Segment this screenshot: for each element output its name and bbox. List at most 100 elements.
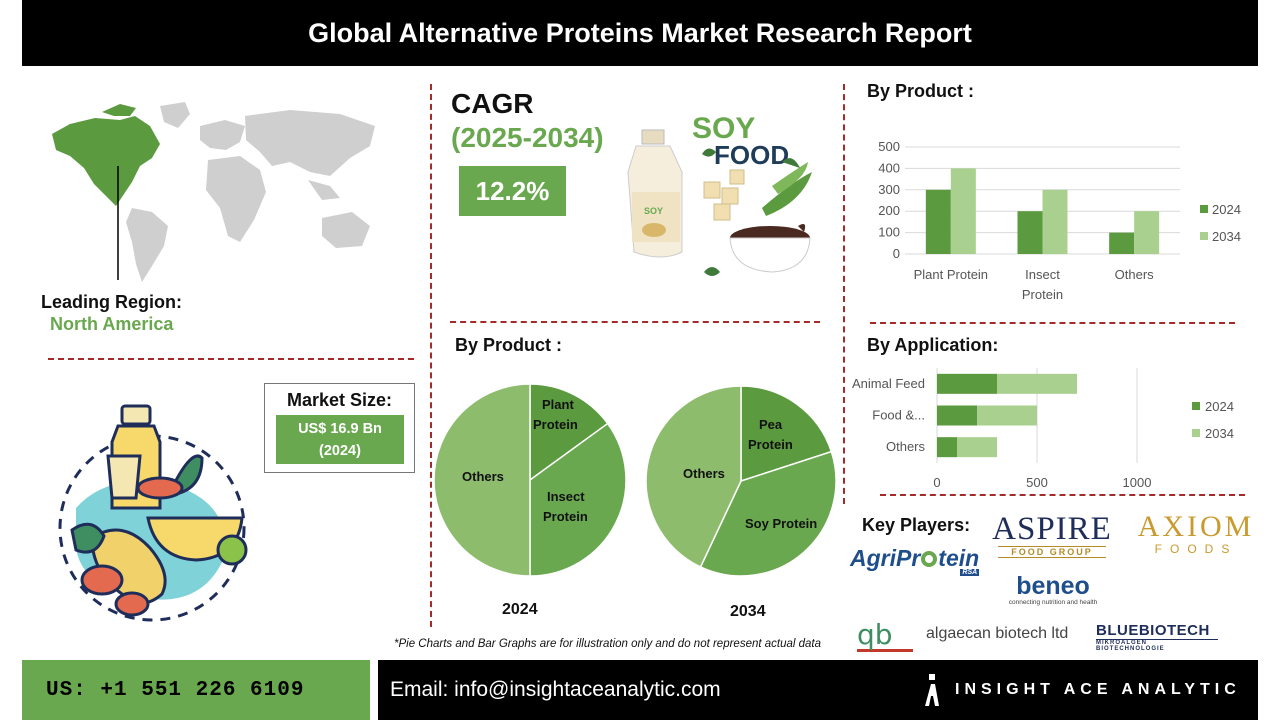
product-bar-category-label: Plant Protein [914,267,988,282]
agriprotein-logo: AgriPr tein RSA [850,545,980,576]
market-size-label: Market Size: [286,390,393,410]
brand-logo-icon [925,674,939,706]
pie-2024-label-insect-line1: Insect [547,489,585,504]
footer-brand: INSIGHT ACE ANALYTIC [899,660,1258,720]
product-bar-ytick: 0 [893,246,900,261]
pie-2024-slice-insect-protein [529,422,627,577]
pie-2024-label-insect-line2: Protein [543,509,588,524]
divider-cagr [450,321,820,323]
product-bar-2024-plant-protein [925,189,951,254]
soy-food-icon: SOY FOOD SOY [627,112,812,276]
footer-phone[interactable]: US: +1 551 226 6109 [22,660,370,720]
product-bar-ytick: 500 [878,139,900,154]
pie-2034-slice-pea-protein [740,385,833,483]
product-bar-ytick: 200 [878,203,900,218]
application-bar-2024-food- [937,405,977,426]
bottle-label: SOY [644,206,663,216]
application-bar-xtick: 0 [933,475,940,490]
pie-2034-slice-others [645,385,742,568]
application-bar-category-label: Animal Feed [852,376,925,391]
product-bar-2024-insect-protein [1017,211,1043,254]
divider-application [880,494,1245,496]
brand-name: INSIGHT ACE ANALYTIC [955,681,1241,698]
application-bar-2034-others [957,437,997,458]
product-bar-2034-insect-protein [1042,189,1068,254]
bar-title: By Product : [867,81,975,101]
application-bar-category-label: Others [886,439,926,454]
axiom-logo-sub: FOODS [1154,542,1238,556]
pie-chart-2024: Plant Protein Insect Protein Others [433,383,627,577]
product-bar-2024-others [1109,232,1135,254]
divider-region [48,358,414,360]
application-bar-xtick: 1000 [1123,475,1152,490]
market-size-card: Market Size: US$ 16.9 Bn (2024) [264,383,415,473]
divider-left [430,84,432,627]
application-legend-label-2024: 2024 [1205,399,1234,414]
disclaimer: *Pie Charts and Bar Graphs are for illus… [394,638,822,650]
product-bar-ytick: 100 [878,225,900,240]
pie-2034-label-pea-line1: Pea [759,417,783,432]
region-value: North America [50,314,174,334]
application-bar-2034-food- [977,405,1037,426]
agriprotein-o-icon [921,551,938,567]
pie-chart-2034: Pea Protein Soy Protein Others [645,385,837,577]
cagr-period: (2025-2034) [451,122,604,153]
market-size-amount: US$ 16.9 Bn [298,421,382,437]
axiom-logo: AXIOM FOODS [1128,510,1264,557]
product-bar-chart: 0 100 200 300 400 500 Plant Protein Insect Prote… [878,139,1241,302]
application-bar-2024-others [937,437,957,458]
pies-title: By Product : [455,335,563,355]
application-bar-category-label: Food &... [872,408,925,423]
algaecan-mark-icon: qb [857,620,913,652]
algaecan-logo: algaecan biotech ltd [926,625,1069,642]
application-bar-2024-animal-feed [937,373,997,394]
beneo-logo: beneo connecting nutrition and health [1006,573,1100,606]
soy-title-line1: SOY [692,112,755,145]
pie-2024-slice-others [433,383,531,577]
application-bar-xtick: 500 [1026,475,1048,490]
world-map-icon [52,102,375,282]
divider-right [843,84,845,504]
bluebiotech-logo-sub: MIKROALGEN BIOTECHNOLOGIE [1096,639,1218,652]
product-legend-swatch-2034 [1200,232,1208,240]
product-bar-ytick: 400 [878,160,900,175]
product-bar-ytick: 300 [878,182,900,197]
cagr-value: 12.2% [459,166,566,216]
product-legend-label-2034: 2034 [1212,229,1241,244]
market-size-year: (2024) [319,443,361,459]
market-size-value: US$ 16.9 Bn (2024) [276,415,404,464]
key-players-title: Key Players: [862,515,971,535]
pie-2034-slice-soy-protein [699,450,837,577]
pie-2034-label-soy: Soy Protein [745,516,817,531]
product-bar-category-label: Insect [1025,267,1060,282]
aspire-logo-text: ASPIRE [992,511,1112,547]
pie-2024-label-plant-line1: Plant [542,397,574,412]
product-bar-2034-plant-protein [950,168,976,254]
axiom-logo-text: AXIOM [1137,510,1255,543]
page-title: Global Alternative Proteins Market Resea… [22,0,1258,66]
footer-email[interactable]: Email: info@insightaceanalytic.com [378,660,899,720]
application-legend-label-2034: 2034 [1205,426,1234,441]
application-legend-swatch-2034 [1192,429,1200,437]
pie-2024-slice-plant-protein [529,383,609,482]
product-bar-category-label: Protein [1022,287,1063,302]
protein-foods-icon [58,404,248,622]
region-label: Leading Region: [41,292,182,312]
product-bar-category-label: Others [1115,267,1155,282]
agriprotein-logo-text-b: tein [938,545,980,571]
application-legend-swatch-2024 [1192,402,1200,410]
pie-2024-year: 2024 [502,601,538,618]
agriprotein-logo-sub: RSA [960,569,980,576]
bluebiotech-logo: BLUEBIOTECH MIKROALGEN BIOTECHNOLOGIE [1096,622,1246,652]
product-legend-swatch-2024 [1200,205,1208,213]
pie-2034-label-others: Others [683,466,725,481]
beneo-logo-text: beneo [1016,572,1090,600]
aspire-logo: ASPIRE FOOD GROUP [992,512,1112,558]
aspire-logo-sub: FOOD GROUP [998,546,1106,558]
application-bar-chart: 0 500 1000 Animal Feed Food &... Others 2024 20… [852,368,1234,490]
bluebiotech-logo-text: BLUEBIOTECH [1096,622,1210,639]
soy-title-line2: FOOD [714,140,789,170]
product-legend-label-2024: 2024 [1212,202,1241,217]
cagr-label: CAGR [451,88,534,119]
beneo-logo-sub: connecting nutrition and health [1008,599,1098,606]
